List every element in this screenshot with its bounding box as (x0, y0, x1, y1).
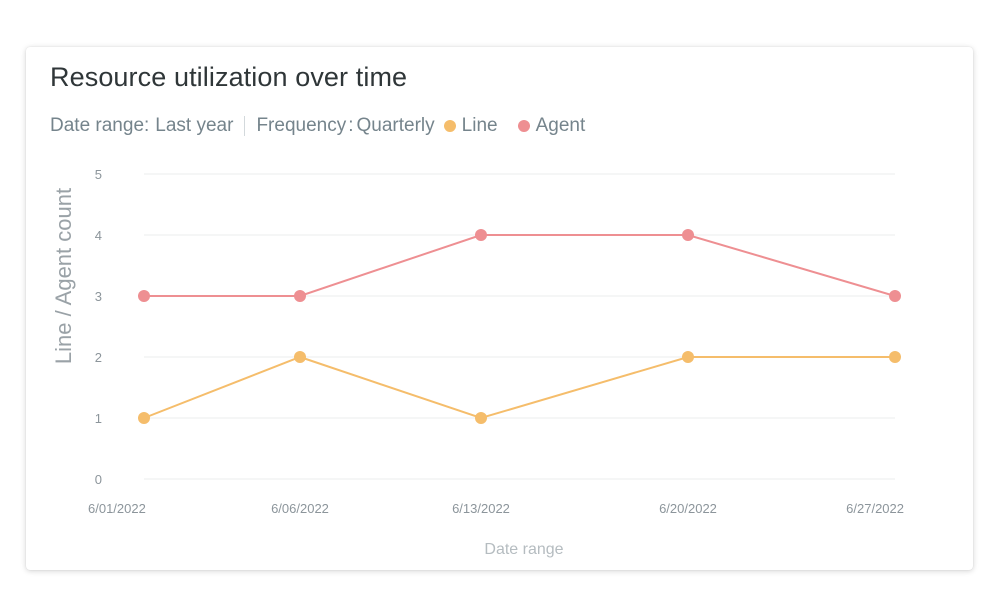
date-range-label: Date range: (50, 115, 150, 136)
series-points (138, 229, 901, 424)
legend-agent-label: Agent (535, 115, 586, 136)
x-tick-label: 6/01/2022 (88, 501, 146, 516)
frequency-filter[interactable]: Frequency : Quarterly (256, 115, 434, 137)
series-lines (143, 234, 896, 420)
date-range-value: Last year (155, 115, 234, 136)
chart-title: Resource utilization over time (50, 62, 408, 92)
date-range-filter[interactable]: Date range: Last year (50, 115, 233, 137)
data-point-line[interactable] (682, 351, 694, 363)
frequency-label: Frequency (256, 115, 347, 136)
y-axis-title: Line / Agent count (51, 188, 76, 364)
filter-divider (244, 116, 246, 136)
legend-line-marker-icon (443, 120, 456, 132)
y-tick-label: 3 (95, 289, 102, 304)
data-point-agent[interactable] (889, 290, 901, 302)
data-point-agent[interactable] (475, 229, 487, 241)
data-point-line[interactable] (475, 412, 487, 424)
frequency-value: Quarterly (356, 115, 435, 136)
y-tick-label: 5 (95, 167, 102, 182)
legend-item-agent[interactable]: Agent (517, 115, 586, 137)
data-point-agent[interactable] (294, 290, 306, 302)
legend-item-line[interactable]: Line (443, 115, 498, 137)
series-line-line (143, 355, 895, 420)
y-tick-label: 2 (95, 350, 102, 365)
legend-agent-marker-icon (517, 120, 530, 132)
gridlines (144, 173, 895, 480)
x-axis-title: Date range (484, 541, 563, 558)
chart-card: Resource utilization over time Date rang… (26, 47, 973, 570)
data-point-line[interactable] (138, 412, 150, 424)
filter-bar: Date range: Last year Frequency : Quarte… (50, 113, 585, 139)
series-line-agent (144, 234, 896, 297)
y-tick-label: 1 (95, 411, 102, 426)
data-point-agent[interactable] (138, 290, 150, 302)
data-point-line[interactable] (294, 351, 306, 363)
x-axis-ticks: 6/01/2022 6/06/2022 6/13/2022 6/20/2022 6/27… (88, 501, 904, 516)
y-tick-label: 4 (95, 228, 102, 243)
x-tick-label: 6/20/2022 (659, 501, 717, 516)
y-axis-ticks: 0 1 2 3 4 5 (95, 167, 102, 487)
legend-line-label: Line (461, 115, 498, 136)
x-tick-label: 6/13/2022 (452, 501, 510, 516)
data-point-agent[interactable] (682, 229, 694, 241)
line-chart: 0 1 2 3 4 5 6/01/2022 6/06/2022 6/13/2022 6/20/2… (51, 167, 904, 558)
data-point-line[interactable] (889, 351, 901, 363)
x-tick-label: 6/27/2022 (846, 501, 904, 516)
y-tick-label: 0 (95, 472, 102, 487)
frequency-colon: : (348, 115, 354, 136)
x-tick-label: 6/06/2022 (271, 501, 329, 516)
